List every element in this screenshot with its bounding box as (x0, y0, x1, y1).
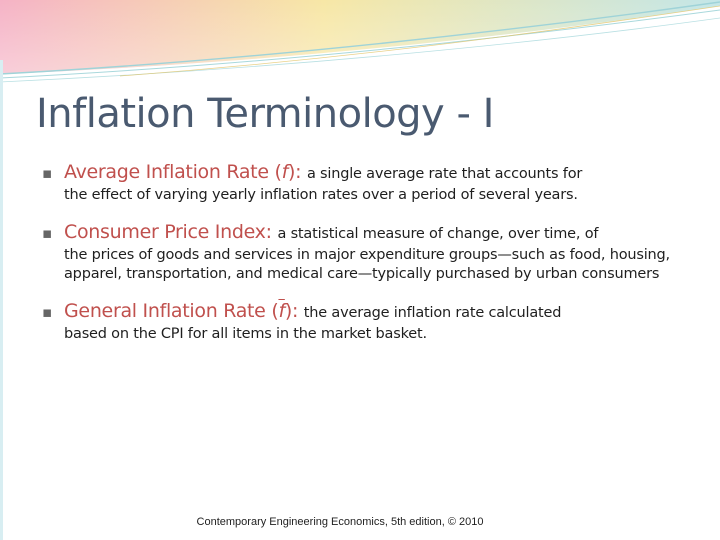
bullet-head: ▪ Average Inflation Rate (f): a single av… (42, 160, 682, 186)
left-border-line (0, 60, 3, 540)
slide-footer: Contemporary Engineering Economics, 5th … (196, 516, 484, 528)
definition-continuation: the effect of varying yearly inflation r… (64, 187, 578, 203)
term-close: ): (284, 299, 299, 322)
bullet-head: ▪ General Inflation Rate (f): the average… (42, 299, 682, 325)
bullet-marker-icon: ▪ (42, 223, 52, 242)
definition-text: the average inflation rate calculated (303, 304, 562, 321)
term-label: Average Inflation Rate ( (64, 161, 282, 183)
bullet-general-inflation-rate: ▪ General Inflation Rate (f): the average… (42, 299, 682, 345)
slide-body: ▪ Average Inflation Rate (f): a single av… (42, 160, 682, 358)
definition-text: a single average rate that accounts for (306, 166, 583, 182)
definition-text: a statistical measure of change, over ti… (277, 225, 599, 242)
bullet-consumer-price-index: ▪ Consumer Price Index: a statistical mea… (42, 220, 682, 285)
term-symbol-fbar: f (278, 299, 285, 322)
term-close: ): (287, 161, 302, 183)
bullet-marker-icon: ▪ (42, 164, 52, 182)
term-label: General Inflation Rate ( (64, 299, 279, 322)
banner-swoosh-graphic (0, 0, 720, 83)
definition-continuation: based on the CPI for all items in the ma… (64, 325, 427, 342)
slide-title: Inflation Terminology - I (36, 91, 494, 137)
bullet-head: ▪ Consumer Price Index: a statistical mea… (42, 220, 682, 246)
decorative-banner (0, 0, 720, 90)
term-label: Consumer Price Index: (64, 220, 272, 243)
term-symbol: f (281, 161, 289, 183)
bullet-marker-icon: ▪ (42, 302, 52, 321)
bullet-average-inflation-rate: ▪ Average Inflation Rate (f): a single av… (42, 160, 682, 206)
definition-continuation: the prices of goods and services in majo… (64, 246, 670, 283)
